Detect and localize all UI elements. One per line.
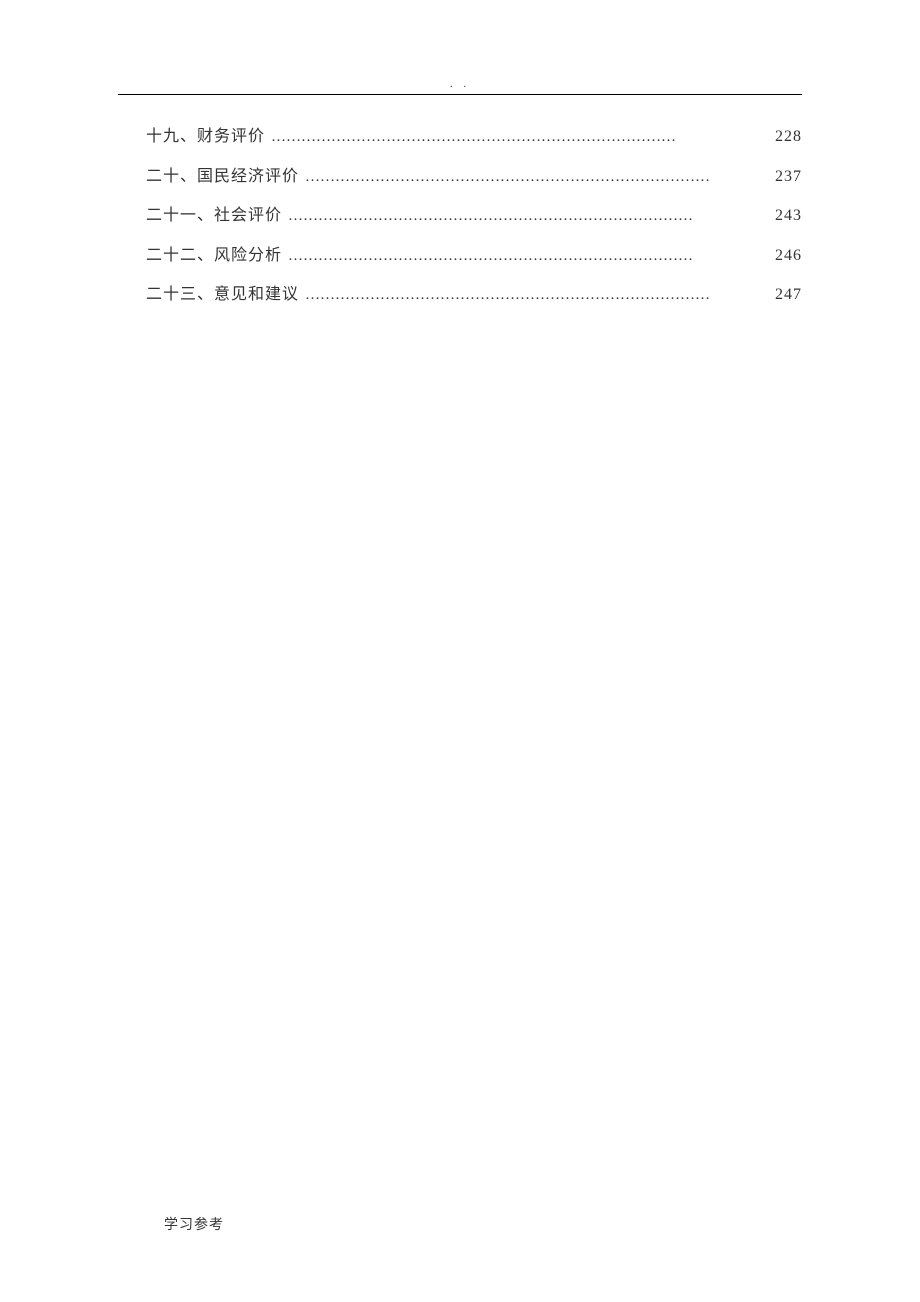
- toc-leader: ………………………………………………………………………: [299, 165, 766, 189]
- toc-page-number: 246: [766, 243, 802, 269]
- toc-page-number: 228: [766, 124, 802, 150]
- toc-entry: 二十一、社会评价 ……………………………………………………………………… 243: [146, 203, 802, 229]
- toc-entry: 二十三、意见和建议 ……………………………………………………………………… 24…: [146, 282, 802, 308]
- toc-entry: 二十、国民经济评价 ……………………………………………………………………… 23…: [146, 164, 802, 190]
- toc-title: 二十三、意见和建议: [146, 282, 299, 308]
- toc-leader: ………………………………………………………………………: [265, 125, 766, 149]
- toc-entry: 十九、财务评价 ……………………………………………………………………… 228: [146, 124, 802, 150]
- page-container: . . 十九、财务评价 ……………………………………………………………………… …: [0, 0, 920, 1302]
- footer-text: 学习参考: [164, 1214, 224, 1234]
- toc-leader: ………………………………………………………………………: [299, 283, 766, 307]
- toc-page-number: 247: [766, 282, 802, 308]
- table-of-contents: 十九、财务评价 ……………………………………………………………………… 228 …: [118, 124, 802, 308]
- header-rule: [118, 94, 802, 95]
- toc-leader: ………………………………………………………………………: [282, 244, 766, 268]
- toc-entry: 二十二、风险分析 ……………………………………………………………………… 246: [146, 243, 802, 269]
- toc-title: 二十、国民经济评价: [146, 164, 299, 190]
- toc-leader: ………………………………………………………………………: [282, 204, 766, 228]
- toc-page-number: 243: [766, 203, 802, 229]
- toc-title: 二十二、风险分析: [146, 243, 282, 269]
- toc-title: 二十一、社会评价: [146, 203, 282, 229]
- header-mark: . .: [450, 78, 470, 90]
- toc-title: 十九、财务评价: [146, 124, 265, 150]
- toc-page-number: 237: [766, 164, 802, 190]
